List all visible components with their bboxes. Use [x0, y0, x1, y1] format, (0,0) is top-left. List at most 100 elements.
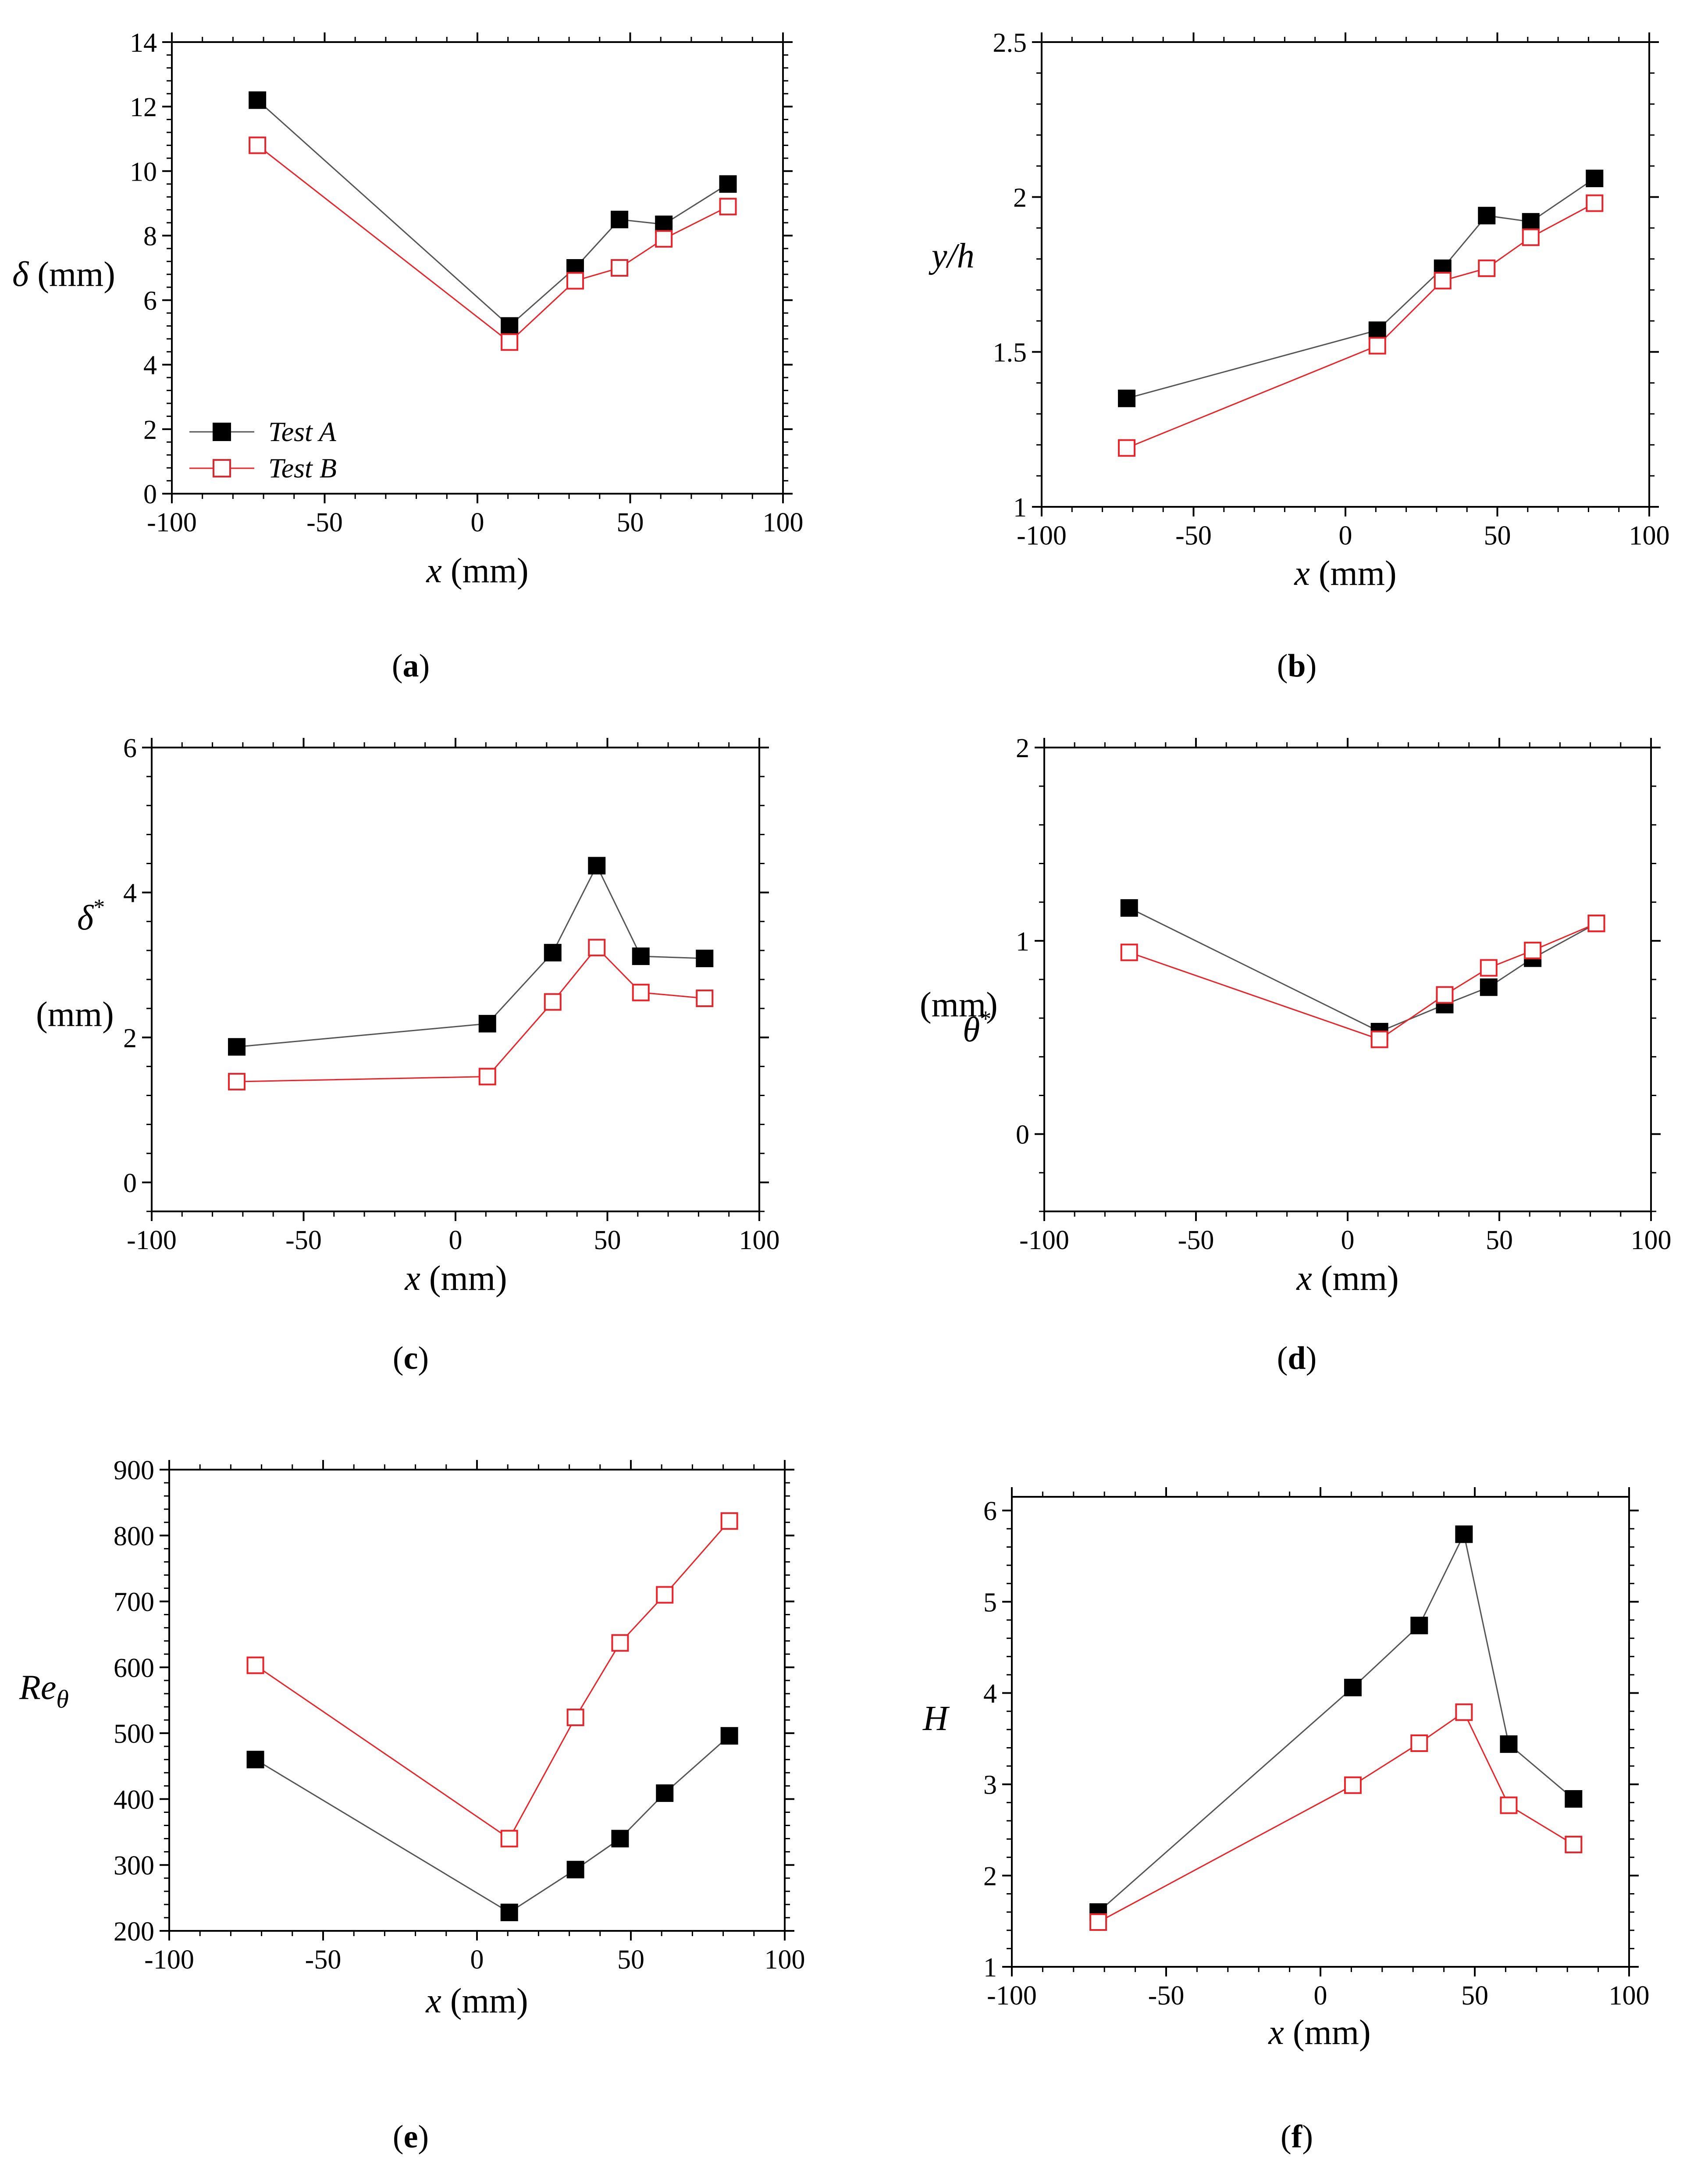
- y-tick-label-a-2: 4: [143, 351, 157, 381]
- x-tick-label-c-0: -100: [127, 1225, 177, 1255]
- data-point-f-test-b-3: [1455, 1703, 1473, 1721]
- panel-label-c: (c): [393, 1340, 429, 1376]
- series-line-c-test-b: [237, 947, 705, 1082]
- x-tick-label-b-1: -50: [1175, 521, 1212, 551]
- y-tick-label-e-1: 300: [114, 1851, 154, 1881]
- x-axis-label-f: x (mm): [1268, 2013, 1370, 2052]
- data-point-c-test-b-2: [544, 993, 562, 1011]
- x-tick-label-a-3: 50: [617, 508, 644, 538]
- plot-frame-d: [1043, 747, 1652, 1212]
- y-axis-label-b: y/h: [929, 237, 975, 275]
- tick-labels-d: -100 -50 0 50 100 0 1 2: [1016, 733, 1672, 1255]
- x-tick-label-c-4: 100: [739, 1225, 780, 1255]
- data-point-b-test-a-5: [1586, 169, 1604, 187]
- data-point-d-test-b-3: [1480, 959, 1498, 977]
- legend-label-test-b: Test B: [268, 452, 337, 484]
- plot-frame-a: [171, 41, 784, 495]
- x-tick-label-e-1: -50: [305, 1945, 342, 1975]
- data-point-c-test-a-2: [544, 944, 562, 961]
- data-point-f-test-a-1: [1344, 1679, 1362, 1697]
- ticks-d: [1035, 738, 1661, 1221]
- series-line-f-test-a: [1098, 1532, 1574, 1913]
- data-point-f-test-a-5: [1565, 1790, 1583, 1808]
- data-point-b-test-b-4: [1522, 228, 1540, 246]
- y-tick-label-f-2: 3: [983, 1770, 997, 1800]
- y-tick-label-a-3: 6: [143, 286, 157, 316]
- panel-label-e: (e): [393, 2119, 429, 2155]
- data-point-c-test-a-4: [632, 947, 650, 965]
- panel-label-b: (b): [1277, 648, 1317, 684]
- marks-e: [246, 1512, 738, 1921]
- plot-frame-c: [151, 747, 760, 1212]
- y-tick-label-a-5: 10: [130, 157, 157, 187]
- data-point-e-test-a-3: [611, 1830, 629, 1848]
- y-tick-label-b-2: 2: [1013, 183, 1027, 213]
- data-point-e-test-a-4: [656, 1784, 674, 1802]
- tick-labels-b: -100 -50 0 50 100 1 1.5 2 2.5: [993, 28, 1670, 551]
- x-axis-label-c: x (mm): [404, 1259, 507, 1298]
- x-axis-label-d: x (mm): [1296, 1259, 1398, 1298]
- tick-labels-a: -100 -50 0 50 100 0 2 4 6 8 10 12 14: [130, 28, 804, 538]
- x-tick-label-d-2: 0: [1341, 1225, 1355, 1255]
- legend-label-test-a: Test A: [268, 416, 337, 447]
- y-tick-label-b-3: 2.5: [993, 28, 1027, 58]
- marks-f: [1089, 1525, 1583, 1931]
- data-point-b-test-b-3: [1478, 259, 1496, 277]
- x-tick-label-d-0: -100: [1019, 1225, 1069, 1255]
- data-point-c-test-b-5: [696, 989, 714, 1007]
- panel-label-f: (f): [1281, 2119, 1313, 2155]
- data-point-f-test-a-3: [1455, 1525, 1473, 1543]
- series-line-e-test-b: [255, 1520, 730, 1840]
- data-point-b-test-b-2: [1434, 272, 1452, 290]
- y-tick-label-f-4: 5: [983, 1588, 997, 1617]
- y-tick-label-c-1: 2: [123, 1023, 137, 1053]
- data-point-e-test-a-2: [566, 1861, 584, 1879]
- data-point-d-test-a-3: [1480, 978, 1498, 996]
- panel-label-a: (a): [392, 648, 430, 684]
- y-axis-label-a: δ (mm): [12, 255, 115, 294]
- marks-c: [228, 857, 714, 1091]
- x-tick-label-d-3: 50: [1486, 1225, 1513, 1255]
- data-point-c-test-a-3: [588, 857, 606, 875]
- series-line-e-test-a: [255, 1735, 730, 1913]
- series-line-a-test-a: [257, 100, 729, 327]
- x-tick-label-b-2: 0: [1339, 521, 1352, 551]
- ticks-e: [160, 1460, 794, 1941]
- data-point-d-test-a-0: [1120, 899, 1138, 917]
- data-point-d-test-b-5: [1587, 915, 1605, 933]
- x-tick-label-f-3: 50: [1461, 1981, 1488, 2011]
- y-tick-label-a-4: 8: [143, 221, 157, 251]
- x-tick-label-f-0: -100: [987, 1981, 1037, 2011]
- x-tick-label-c-3: 50: [594, 1225, 621, 1255]
- data-point-a-test-b-5: [719, 198, 737, 216]
- y-tick-label-e-0: 200: [114, 1917, 154, 1947]
- y-tick-label-a-7: 14: [130, 28, 157, 58]
- tick-labels-f: -100 -50 0 50 100 1 2 3 4 5 6: [983, 1496, 1650, 2011]
- data-point-c-test-b-3: [588, 939, 606, 957]
- series-line-c-test-a: [236, 864, 705, 1048]
- data-point-a-test-b-3: [611, 259, 629, 277]
- x-tick-label-b-0: -100: [1017, 521, 1067, 551]
- x-axis-label-e: x (mm): [425, 1982, 528, 2020]
- data-point-c-test-b-0: [228, 1073, 246, 1091]
- panel-e: -100 -50 0 50 100 200 300 400 500 600 700 800 900 x …: [19, 1456, 805, 2155]
- data-point-e-test-b-5: [720, 1512, 738, 1530]
- y-axis-label-c-symbol: δ*: [77, 895, 105, 937]
- data-point-b-test-b-1: [1368, 337, 1386, 355]
- x-tick-label-c-1: -50: [285, 1225, 322, 1255]
- x-tick-label-d-1: -50: [1178, 1225, 1214, 1255]
- x-tick-label-f-2: 0: [1314, 1981, 1327, 2011]
- data-point-f-test-b-0: [1089, 1913, 1107, 1931]
- x-tick-label-a-2: 0: [471, 508, 484, 538]
- data-point-c-test-a-1: [478, 1015, 496, 1033]
- y-tick-label-b-1: 1.5: [993, 338, 1027, 368]
- y-tick-label-e-4: 600: [114, 1653, 154, 1683]
- y-tick-label-e-6: 800: [114, 1521, 154, 1551]
- y-tick-label-f-0: 1: [983, 1953, 997, 1983]
- x-tick-label-f-1: -50: [1148, 1981, 1185, 2011]
- plot-frame-f: [1011, 1496, 1630, 1968]
- x-tick-label-b-4: 100: [1629, 521, 1670, 551]
- data-point-d-test-b-4: [1524, 941, 1542, 959]
- y-tick-label-f-1: 2: [983, 1862, 997, 1891]
- x-tick-label-e-2: 0: [470, 1945, 484, 1975]
